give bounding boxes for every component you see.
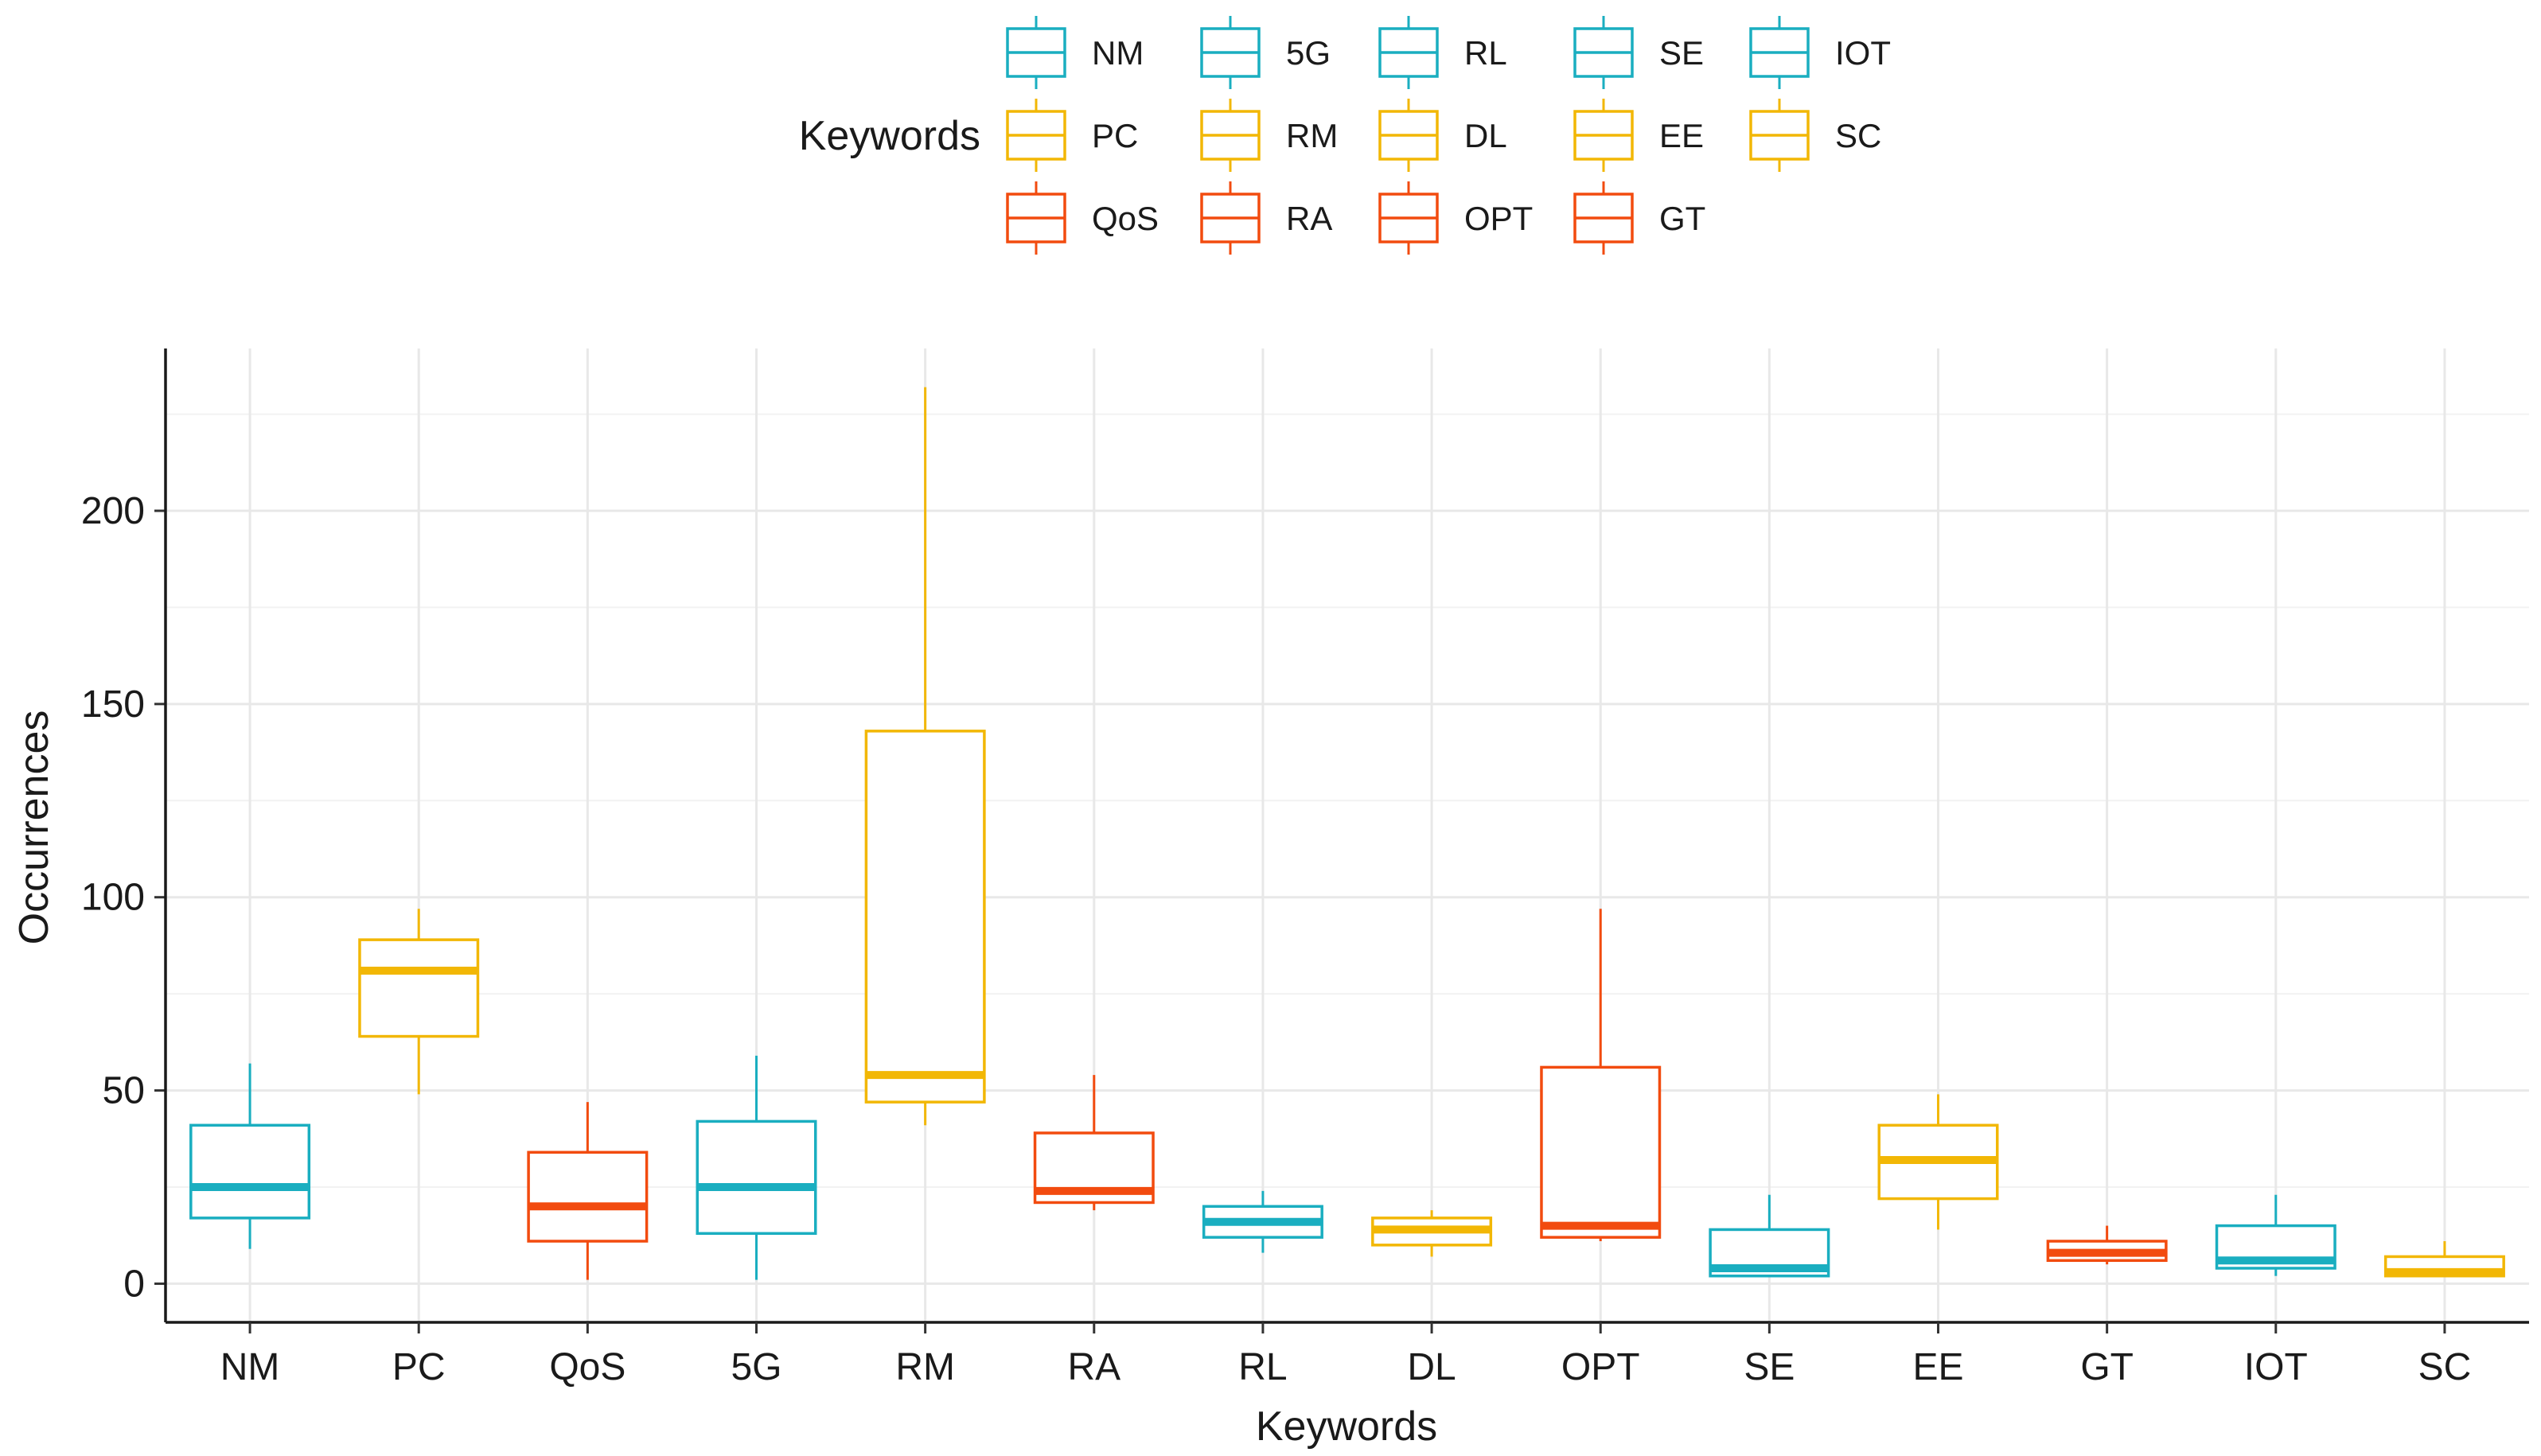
legend-label: RA <box>1286 200 1332 237</box>
x-tick-label: DL <box>1407 1346 1456 1388</box>
legend-item-ra: RA <box>1200 181 1332 255</box>
legend-label: RL <box>1464 34 1507 72</box>
legend-label: SC <box>1835 117 1881 154</box>
legend-item-dl: DL <box>1378 99 1507 172</box>
y-tick-label: 200 <box>81 490 145 532</box>
box-pc <box>358 909 480 1095</box>
legend-label: DL <box>1464 117 1507 154</box>
legend-label: RM <box>1286 117 1338 154</box>
y-tick-label: 150 <box>81 683 145 726</box>
y-axis-title: Occurrences <box>11 710 57 945</box>
legend-label: PC <box>1092 117 1138 154</box>
y-tick-label: 0 <box>123 1263 145 1305</box>
legend: Keywords NM 5G RL SE IOT PC RM DL EE SC QoS RA OPT GT <box>799 16 1891 255</box>
legend-label: NM <box>1092 34 1144 72</box>
x-tick-label: 5G <box>731 1346 781 1388</box>
box-qos <box>527 1102 649 1280</box>
x-tick-label: OPT <box>1561 1346 1640 1388</box>
plot-area: 0 50 100 150 200 NM PC QoS 5G RM RA RL DL OPT SE EE GT IO… <box>81 348 2529 1388</box>
box-rm <box>864 387 986 1126</box>
box-nm <box>189 1063 311 1249</box>
x-tick-label: IOT <box>2244 1346 2308 1388</box>
legend-label: IOT <box>1835 34 1891 72</box>
legend-item-rl: RL <box>1378 16 1507 89</box>
legend-label: OPT <box>1464 200 1533 237</box>
box-ee <box>1877 1094 1999 1230</box>
box-iqr <box>358 938 480 1038</box>
legend-label: EE <box>1659 117 1704 154</box>
box-iqr <box>1540 1065 1662 1239</box>
legend-item-5g: 5G <box>1200 16 1331 89</box>
x-tick-label: NM <box>220 1346 280 1388</box>
box-iqr <box>527 1150 649 1243</box>
box-gt <box>2046 1225 2168 1265</box>
box-se <box>1709 1194 1830 1278</box>
box-iqr <box>696 1119 817 1236</box>
x-tick-label: EE <box>1912 1346 1963 1388</box>
box-sc <box>2383 1241 2505 1278</box>
legend-item-pc: PC <box>1006 99 1138 172</box>
legend-item-qos: QoS <box>1006 181 1159 255</box>
legend-item-sc: SC <box>1749 99 1881 172</box>
legend-item-se: SE <box>1573 16 1704 89</box>
x-tick-label: SC <box>2418 1346 2472 1388</box>
x-tick-label: PC <box>392 1346 446 1388</box>
legend-item-nm: NM <box>1006 16 1144 89</box>
legend-label: GT <box>1659 200 1705 237</box>
box-iqr <box>189 1123 311 1220</box>
x-tick-label: RA <box>1067 1346 1120 1388</box>
box-dl <box>1371 1210 1493 1257</box>
x-tick-label: RL <box>1238 1346 1287 1388</box>
box-ra <box>1033 1075 1155 1211</box>
legend-title: Keywords <box>799 113 980 159</box>
legend-item-iot: IOT <box>1749 16 1891 89</box>
legend-label: QoS <box>1092 200 1159 237</box>
box-rl <box>1202 1190 1323 1253</box>
legend-label: SE <box>1659 34 1704 72</box>
box-iqr <box>864 730 986 1104</box>
legend-item-gt: GT <box>1573 181 1705 255</box>
legend-item-opt: OPT <box>1378 181 1533 255</box>
box-iot <box>2215 1194 2336 1276</box>
x-tick-label: RM <box>895 1346 955 1388</box>
y-tick-label: 100 <box>81 877 145 919</box>
legend-item-rm: RM <box>1200 99 1338 172</box>
legend-label: 5G <box>1286 34 1331 72</box>
x-tick-label: SE <box>1744 1346 1795 1388</box>
y-tick-label: 50 <box>103 1070 145 1112</box>
x-tick-label: QoS <box>549 1346 626 1388</box>
legend-item-ee: EE <box>1573 99 1704 172</box>
box-opt <box>1540 909 1662 1241</box>
x-axis-title: Keywords <box>1256 1403 1437 1450</box>
x-tick-label: GT <box>2080 1346 2134 1388</box>
box-5g <box>696 1055 817 1280</box>
